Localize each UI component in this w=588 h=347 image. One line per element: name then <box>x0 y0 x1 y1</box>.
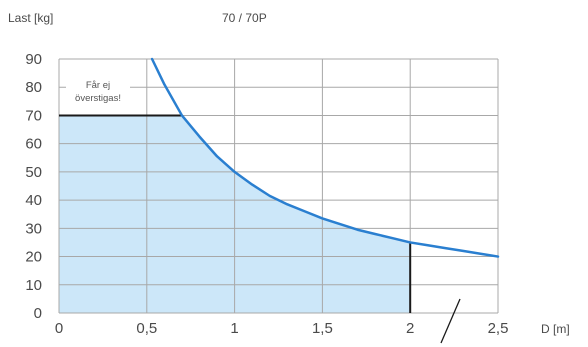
y-tick-label: 80 <box>25 79 42 96</box>
x-axis-title: D [m] <box>541 322 570 336</box>
x-tick-label: 1,5 <box>312 320 333 337</box>
annotation-text-line-1: Får ej <box>86 80 110 91</box>
x-tick-label: 2,5 <box>488 320 509 337</box>
chart-title: 70 / 70P <box>222 11 267 25</box>
y-tick-label: 0 <box>34 305 42 322</box>
y-tick-label: 50 <box>25 164 42 181</box>
x-tick-label: 1 <box>230 320 238 337</box>
y-tick-label: 70 <box>25 107 42 124</box>
annotation-text-line-2: överstigas! <box>75 93 121 104</box>
y-tick-label: 10 <box>25 277 42 294</box>
lines-layer <box>59 57 500 344</box>
y-tick-label: 20 <box>25 249 42 266</box>
annotation-background <box>66 75 130 107</box>
y-tick-label: 30 <box>25 220 42 237</box>
y-axis-title: Last [kg] <box>8 11 53 25</box>
grid-layer <box>58 58 499 314</box>
x-tick-label: 0 <box>55 320 63 337</box>
load-curve <box>150 57 500 258</box>
text-layer: Last [kg] 70 / 70P D [m] 0 0,5 1 1,5 2 2,5 0 10… <box>8 11 570 337</box>
x-tick-label: 0,5 <box>136 320 157 337</box>
y-tick-label: 40 <box>25 192 42 209</box>
y-tick-label: 60 <box>25 136 42 153</box>
y-tick-label: 90 <box>25 51 42 68</box>
axis-break-slash <box>440 298 461 344</box>
x-tick-label: 2 <box>406 320 414 337</box>
